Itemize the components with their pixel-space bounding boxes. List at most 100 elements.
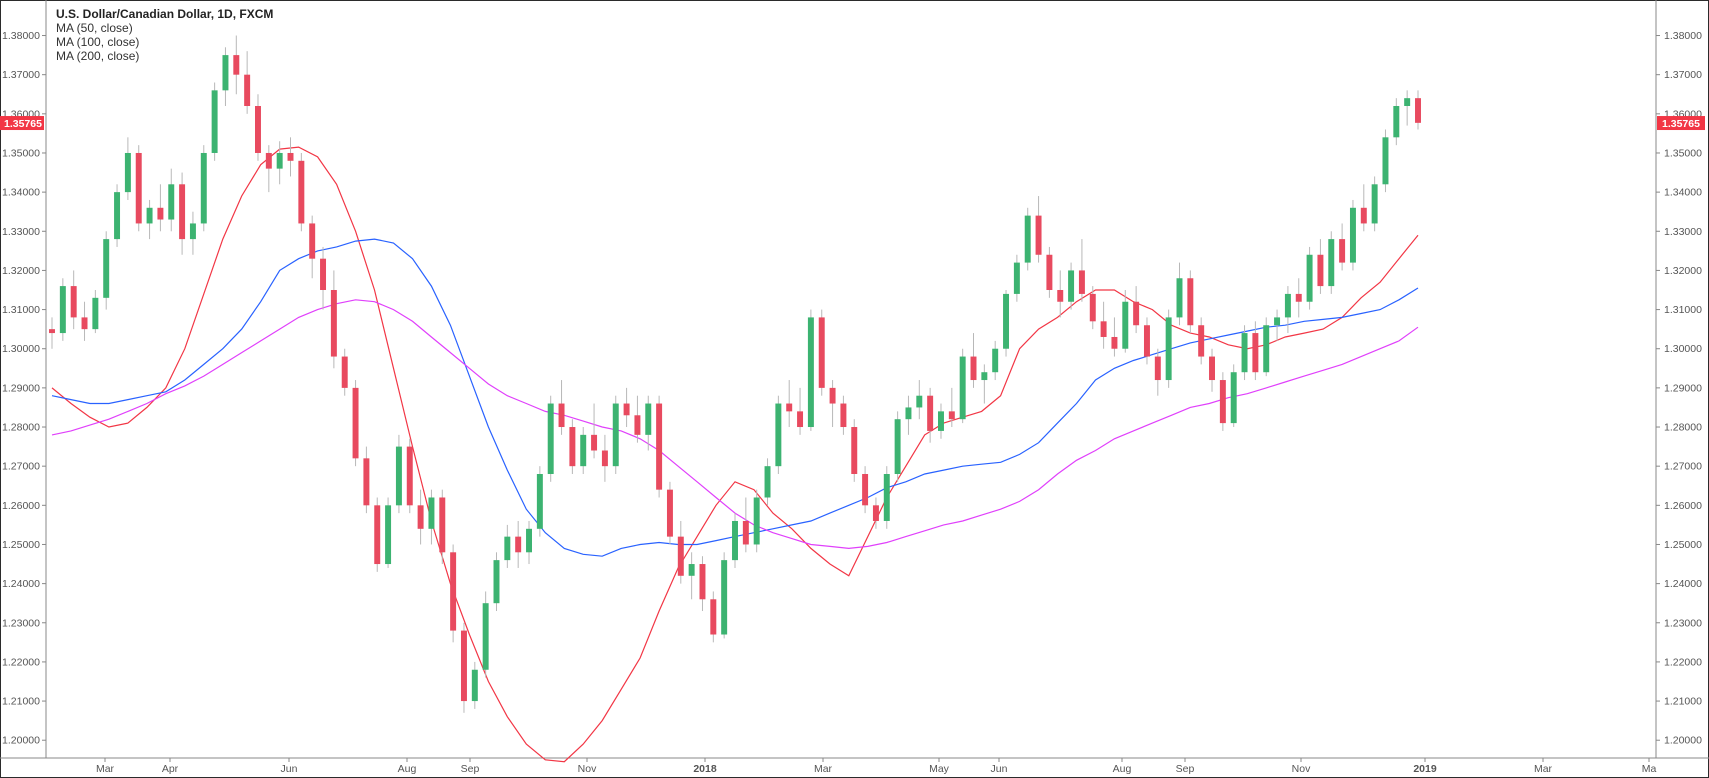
x-tick-label: Sep — [461, 763, 480, 775]
candle-body — [406, 446, 413, 506]
candle-down — [1295, 278, 1302, 318]
candle-body — [417, 505, 424, 529]
candle-down — [49, 317, 55, 349]
candle-body — [363, 458, 370, 506]
candle-body — [493, 560, 500, 604]
candle-body — [1122, 301, 1129, 349]
candle-body — [1349, 207, 1356, 263]
x-tick-label: Nov — [578, 763, 597, 775]
candle-body — [1230, 372, 1237, 424]
candle-body — [1078, 270, 1085, 294]
candle-up — [753, 489, 760, 553]
candle-body — [1013, 262, 1020, 294]
candle-body — [862, 474, 869, 506]
candle-body — [948, 411, 955, 420]
legend-ma-200[interactable]: MA (200, close) — [56, 49, 140, 63]
candle-up — [916, 380, 923, 420]
candle-down — [265, 145, 272, 193]
candle-body — [1111, 336, 1118, 349]
candle-body — [287, 152, 294, 161]
candle-down — [797, 387, 804, 435]
candle-body — [1176, 278, 1183, 318]
candle-body — [276, 152, 283, 169]
candle-up — [395, 434, 402, 514]
candle-body — [179, 184, 186, 240]
candle-body — [374, 505, 381, 565]
x-tick-label: 2018 — [693, 763, 717, 775]
candle-up — [1013, 254, 1020, 302]
candle-down — [70, 270, 77, 330]
x-tick-label: Jun — [991, 763, 1008, 775]
candle-up — [612, 395, 619, 474]
candle-body — [59, 286, 66, 334]
candle-up — [775, 395, 782, 474]
candle-up — [493, 552, 500, 612]
candle-down — [1252, 321, 1259, 381]
last-price-tags: 1.35765 1.35765 — [0, 116, 1705, 131]
y-tick-label-right: 1.20000 — [1664, 735, 1702, 747]
candle-up — [732, 513, 738, 568]
x-tick-label: Mar — [96, 763, 115, 775]
candle-up — [482, 591, 489, 678]
candle-down — [330, 270, 337, 369]
y-tick-label-left: 1.21000 — [2, 696, 40, 708]
candle-body — [1133, 301, 1140, 326]
candle-down — [341, 348, 348, 396]
candle-up — [1404, 90, 1411, 126]
candle-body — [1024, 215, 1031, 263]
candle-down — [363, 446, 370, 514]
candle-body — [428, 497, 435, 529]
candle-down — [786, 380, 793, 428]
candle-up — [211, 82, 218, 161]
candle-body — [244, 74, 251, 106]
y-tick-label-left: 1.29000 — [2, 382, 40, 394]
y-tick-label-left: 1.32000 — [2, 265, 40, 277]
candle-body — [157, 207, 164, 220]
legend-ma-50[interactable]: MA (50, close) — [56, 21, 133, 35]
candle-up — [1371, 176, 1378, 232]
candle-body — [1187, 278, 1194, 326]
candle-body — [385, 505, 392, 565]
candle-down — [851, 419, 858, 482]
candle-down — [1360, 184, 1367, 232]
candle-up — [222, 47, 229, 106]
candle-up — [1176, 262, 1183, 326]
candle-body — [1252, 333, 1259, 373]
candle-up — [168, 168, 175, 232]
y-tick-label-right: 1.31000 — [1664, 304, 1702, 316]
candle-down — [601, 434, 608, 482]
candle-up — [536, 466, 543, 537]
last-price-label-right: 1.35765 — [1662, 118, 1700, 130]
candle-down — [666, 481, 673, 545]
candle-body — [504, 536, 511, 561]
candle-up — [1306, 246, 1313, 310]
candle-body — [265, 152, 272, 169]
candle-body — [81, 317, 88, 330]
y-tick-label-left: 1.31000 — [2, 304, 40, 316]
legend-ma-100[interactable]: MA (100, close) — [56, 35, 140, 49]
x-tick-label: Jun — [281, 763, 298, 775]
candle-down — [1035, 196, 1042, 263]
chart-legend: U.S. Dollar/Canadian Dollar, 1D, FXCM MA… — [56, 7, 273, 63]
y-tick-label-left: 1.38000 — [2, 30, 40, 42]
y-tick-label-right: 1.22000 — [1664, 656, 1702, 668]
candle-body — [352, 387, 359, 459]
candle-body — [786, 403, 793, 412]
candle-down — [298, 152, 305, 232]
candle-up — [1068, 262, 1075, 310]
candle-body — [710, 599, 717, 635]
candle-up — [1393, 98, 1400, 146]
x-tick-label: Mar — [1534, 763, 1553, 775]
y-tick-label-right: 1.32000 — [1664, 265, 1702, 277]
candle-down — [1078, 239, 1085, 302]
candle-body — [103, 239, 110, 298]
candle-up — [276, 141, 283, 185]
y-tick-label-left: 1.27000 — [2, 461, 40, 473]
candle-down — [1187, 270, 1194, 334]
candle-up — [883, 466, 890, 529]
candle-down — [818, 309, 825, 396]
candle-body — [753, 497, 760, 545]
candle-body — [938, 411, 944, 431]
candle-body — [1057, 290, 1064, 302]
